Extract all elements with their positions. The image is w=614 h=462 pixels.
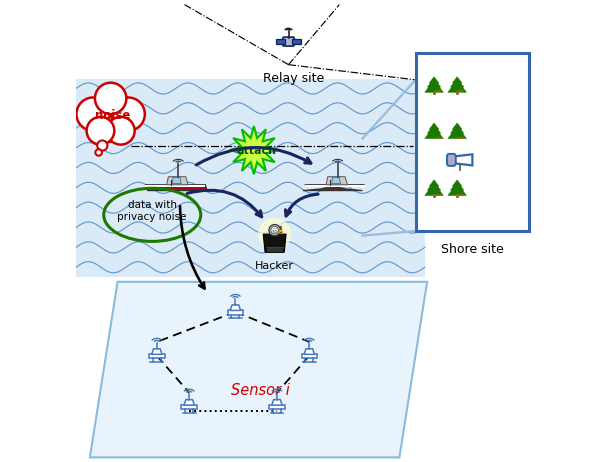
Circle shape: [107, 117, 134, 145]
Circle shape: [269, 225, 281, 236]
Polygon shape: [427, 125, 441, 134]
Text: !: !: [279, 226, 282, 236]
Text: Hacker: Hacker: [255, 261, 294, 271]
Circle shape: [87, 94, 134, 142]
Text: Shore site: Shore site: [441, 243, 503, 255]
Polygon shape: [152, 349, 162, 354]
Text: data with
privacy noise: data with privacy noise: [117, 201, 187, 222]
Bar: [181, 405, 197, 409]
Polygon shape: [453, 180, 462, 186]
Polygon shape: [146, 185, 207, 190]
Bar: [301, 354, 317, 359]
Polygon shape: [303, 185, 365, 190]
Polygon shape: [305, 185, 365, 187]
Polygon shape: [279, 227, 282, 233]
Polygon shape: [451, 182, 464, 190]
Polygon shape: [184, 400, 195, 405]
Text: noise: noise: [95, 109, 131, 122]
Polygon shape: [429, 123, 439, 129]
Polygon shape: [451, 79, 464, 87]
Bar: [149, 354, 165, 359]
Polygon shape: [453, 77, 462, 83]
Bar: [276, 39, 285, 44]
Circle shape: [97, 140, 107, 151]
Circle shape: [95, 149, 102, 156]
Bar: [228, 310, 243, 315]
Polygon shape: [332, 177, 341, 184]
Circle shape: [258, 218, 291, 250]
Bar: [269, 405, 285, 409]
Polygon shape: [304, 349, 314, 354]
FancyBboxPatch shape: [283, 37, 294, 46]
Bar: [416, 53, 529, 231]
Polygon shape: [272, 400, 282, 405]
Circle shape: [271, 226, 279, 234]
Bar: [292, 39, 301, 44]
Polygon shape: [427, 182, 441, 190]
Polygon shape: [448, 127, 467, 139]
Polygon shape: [427, 79, 441, 87]
FancyBboxPatch shape: [447, 154, 456, 166]
Circle shape: [87, 117, 114, 145]
Circle shape: [112, 97, 145, 131]
Circle shape: [95, 83, 126, 114]
Text: Sensor i: Sensor i: [231, 383, 290, 398]
Polygon shape: [230, 126, 278, 174]
Polygon shape: [326, 177, 348, 185]
Polygon shape: [90, 282, 427, 457]
Polygon shape: [146, 185, 205, 187]
Text: ☠: ☠: [271, 227, 278, 236]
Polygon shape: [429, 180, 439, 186]
Bar: [76, 79, 425, 277]
Polygon shape: [448, 80, 467, 92]
Text: Relay site: Relay site: [263, 72, 324, 85]
Text: attach: attach: [236, 146, 276, 156]
Polygon shape: [451, 125, 464, 134]
Polygon shape: [173, 177, 181, 184]
Polygon shape: [166, 177, 188, 185]
Polygon shape: [425, 127, 443, 139]
Polygon shape: [448, 183, 467, 195]
Bar: [266, 247, 283, 252]
Polygon shape: [425, 183, 443, 195]
Polygon shape: [425, 80, 443, 92]
Polygon shape: [453, 123, 462, 129]
Circle shape: [77, 97, 110, 131]
Polygon shape: [453, 154, 472, 165]
Polygon shape: [429, 77, 439, 83]
Polygon shape: [263, 234, 286, 252]
Polygon shape: [230, 305, 241, 310]
